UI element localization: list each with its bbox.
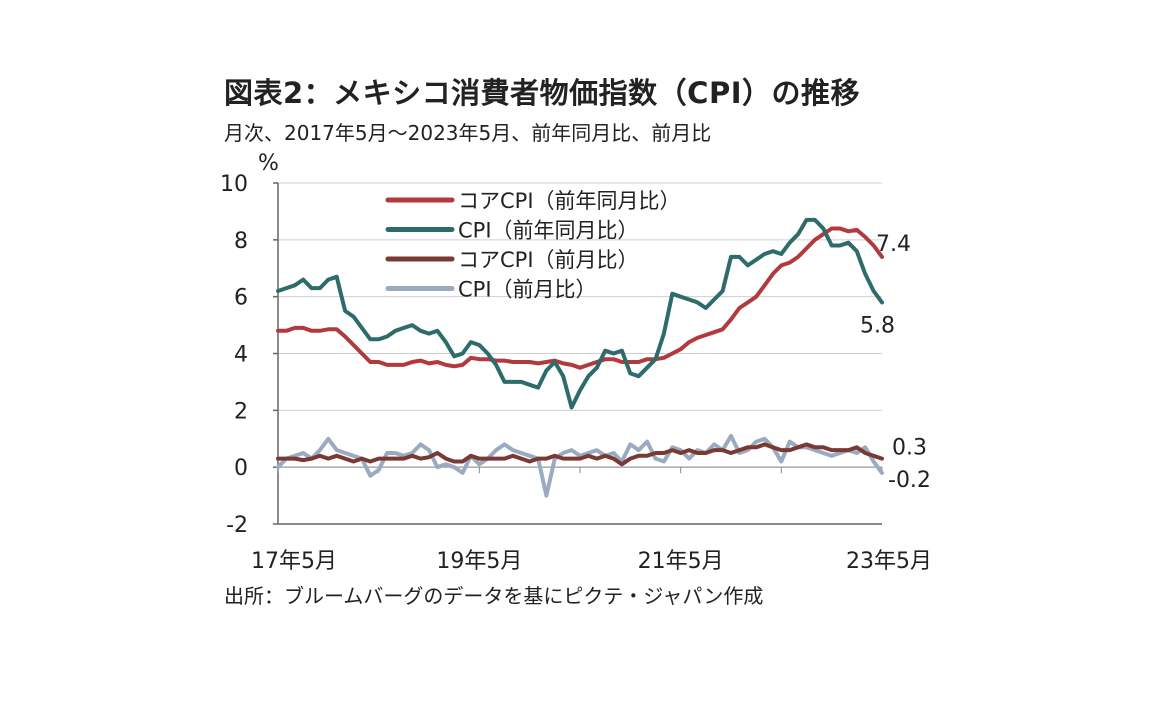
- x-tick-label: 19年5月: [436, 549, 522, 574]
- x-tick-labels: 17年5月 19年5月 21年5月 23年5月: [251, 549, 932, 574]
- y-tick-label: -2: [226, 513, 248, 538]
- y-axis-unit-label: %: [258, 151, 279, 176]
- end-value-label: 7.4: [876, 232, 911, 257]
- chart-subtitle: 月次、2017年5月～2023年5月、前年同月比、前月比: [224, 121, 712, 145]
- end-value-label: 0.3: [892, 436, 927, 461]
- legend-label: CPI（前年同月比）: [458, 219, 639, 243]
- legend-label: コアCPI（前月比）: [458, 248, 639, 272]
- y-tick-label: 10: [220, 172, 248, 197]
- legend: コアCPI（前年同月比） CPI（前年同月比） コアCPI（前月比） CPI（前月比）: [385, 189, 681, 302]
- end-value-labels: 7.4 5.8 0.3 -0.2: [860, 232, 931, 493]
- series-line-2: [276, 442, 884, 467]
- series-line-0: [276, 226, 884, 370]
- y-tick-label: 8: [234, 229, 248, 254]
- series-line-1: [276, 217, 884, 410]
- y-tick-label: 6: [234, 286, 248, 311]
- legend-label: CPI（前月比）: [458, 278, 597, 302]
- x-tick-label: 21年5月: [638, 549, 724, 574]
- end-value-label: 5.8: [860, 313, 895, 338]
- y-tick-labels: -2 0 2 4 6 8 10: [220, 172, 248, 538]
- y-tick-label: 4: [234, 343, 248, 368]
- y-tick-label: 2: [234, 399, 248, 424]
- legend-label: コアCPI（前年同月比）: [458, 189, 681, 213]
- end-value-label: -0.2: [888, 468, 931, 493]
- x-tick-label: 23年5月: [846, 549, 932, 574]
- x-tick-label: 17年5月: [251, 549, 337, 574]
- source-note: 出所：ブルームバーグのデータを基にピクテ・ジャパン作成: [224, 584, 764, 608]
- chart-title: 図表2：メキシコ消費者物価指数（CPI）の推移: [224, 76, 861, 110]
- series-line-3: [276, 433, 884, 498]
- series-lines: [276, 217, 884, 498]
- y-tick-label: 0: [234, 456, 248, 481]
